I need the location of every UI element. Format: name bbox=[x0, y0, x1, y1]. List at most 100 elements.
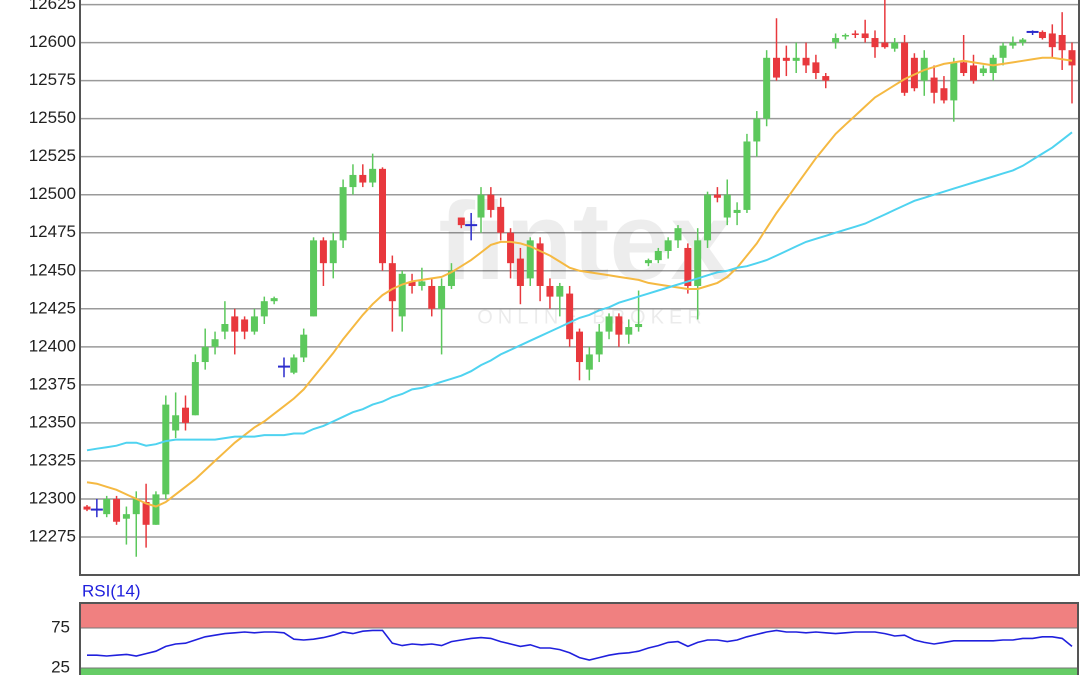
moving-average bbox=[86, 131, 1073, 452]
rsi-panel: 25 75 bbox=[51, 602, 1079, 675]
candle-body bbox=[950, 62, 958, 101]
candle-body bbox=[861, 33, 869, 39]
candle-body bbox=[310, 240, 318, 317]
candle-body bbox=[191, 362, 199, 416]
candle-body bbox=[438, 285, 446, 309]
y-tick-label: 12375 bbox=[29, 374, 76, 393]
candle-body bbox=[930, 77, 938, 93]
candle-body bbox=[625, 327, 633, 335]
candle-body bbox=[694, 240, 702, 286]
candle-body bbox=[605, 316, 613, 332]
candle-body bbox=[644, 260, 652, 264]
candle-body bbox=[103, 498, 111, 515]
candle-body bbox=[802, 57, 810, 66]
y-tick-label: 12550 bbox=[29, 108, 76, 127]
candle-body bbox=[576, 331, 583, 363]
candle-body bbox=[792, 57, 800, 61]
candle-body bbox=[664, 240, 672, 251]
candle-body bbox=[733, 209, 741, 213]
candle-body bbox=[536, 243, 544, 286]
candle-body bbox=[595, 331, 603, 355]
candle-body bbox=[388, 263, 396, 302]
y-tick-label: 12575 bbox=[29, 70, 76, 89]
candle-body bbox=[871, 38, 879, 48]
candle-body bbox=[1038, 31, 1046, 39]
candle-body bbox=[270, 298, 278, 302]
candle-body bbox=[782, 57, 790, 61]
price-panel: 12275 12300 12325 12350 12375 12400 12425 12450… bbox=[29, 0, 1080, 576]
candle-body bbox=[231, 316, 239, 332]
candle-body bbox=[763, 57, 771, 119]
candle-body bbox=[910, 57, 918, 89]
candle-body bbox=[457, 217, 465, 226]
candle-body bbox=[812, 62, 820, 74]
candle-body bbox=[1068, 50, 1076, 66]
moving-average bbox=[86, 56, 1073, 508]
rsi-frame bbox=[79, 602, 1079, 675]
rsi-title: RSI(14) bbox=[82, 581, 141, 600]
candle-body bbox=[566, 293, 574, 340]
y-tick-label: 12625 bbox=[29, 0, 76, 13]
candle-body bbox=[398, 273, 406, 317]
candle-body bbox=[339, 187, 347, 241]
candle-body bbox=[851, 33, 859, 35]
candle-body bbox=[142, 501, 150, 525]
candle-body bbox=[713, 194, 721, 198]
candle-body bbox=[704, 194, 712, 241]
y-tick-label: 12325 bbox=[29, 450, 76, 469]
candle-body bbox=[408, 281, 416, 286]
y-tick-label: 75 bbox=[51, 617, 70, 636]
y-tick-label: 12300 bbox=[29, 488, 76, 507]
candle-body bbox=[585, 354, 593, 370]
candle-body bbox=[428, 285, 436, 309]
candle-body bbox=[349, 174, 357, 188]
candle-body bbox=[152, 494, 160, 525]
candle-body bbox=[172, 415, 180, 431]
candle-body bbox=[546, 285, 554, 297]
candle-body bbox=[841, 34, 849, 37]
candle-body bbox=[516, 258, 524, 286]
candle-body bbox=[526, 240, 534, 279]
rsi-zone bbox=[80, 603, 1078, 628]
y-tick-label: 25 bbox=[51, 657, 70, 675]
candle-body bbox=[615, 316, 623, 335]
candle-body bbox=[891, 42, 899, 49]
watermark-sub: ONLINE BROKER bbox=[477, 306, 706, 328]
rsi-zone bbox=[80, 668, 1078, 675]
plot-area bbox=[80, 603, 1078, 675]
candle-body bbox=[122, 514, 130, 519]
y-tick-label: 12275 bbox=[29, 526, 76, 545]
candle-body bbox=[369, 168, 377, 183]
candle-body bbox=[684, 247, 692, 286]
candle-body bbox=[132, 498, 140, 515]
candle-body bbox=[211, 339, 219, 347]
candle-body bbox=[723, 194, 731, 218]
candle-body bbox=[773, 57, 780, 78]
candle-body bbox=[832, 38, 840, 43]
candle-body bbox=[379, 168, 386, 264]
candle-body bbox=[359, 174, 367, 183]
candle-body bbox=[497, 206, 505, 233]
candle-body bbox=[674, 228, 682, 241]
candle-body bbox=[970, 65, 977, 81]
y-tick-label: 12500 bbox=[29, 184, 76, 203]
candle-body bbox=[447, 270, 455, 286]
candle-body bbox=[979, 68, 987, 74]
candle-body bbox=[329, 240, 337, 264]
candle-body bbox=[418, 281, 426, 286]
candle-body bbox=[250, 316, 258, 332]
y-tick-label: 12600 bbox=[29, 32, 76, 51]
candle-body bbox=[1019, 39, 1027, 43]
candle-body bbox=[654, 250, 662, 261]
candle-body bbox=[290, 357, 298, 373]
candle-body bbox=[940, 88, 948, 101]
candle-body bbox=[743, 141, 751, 210]
candle-body bbox=[901, 42, 909, 93]
y-tick-label: 12400 bbox=[29, 336, 76, 355]
candle-body bbox=[300, 334, 308, 358]
candle-body bbox=[881, 42, 889, 48]
candle-body bbox=[83, 506, 91, 510]
candle-body bbox=[507, 232, 515, 264]
candle-body bbox=[201, 346, 209, 363]
